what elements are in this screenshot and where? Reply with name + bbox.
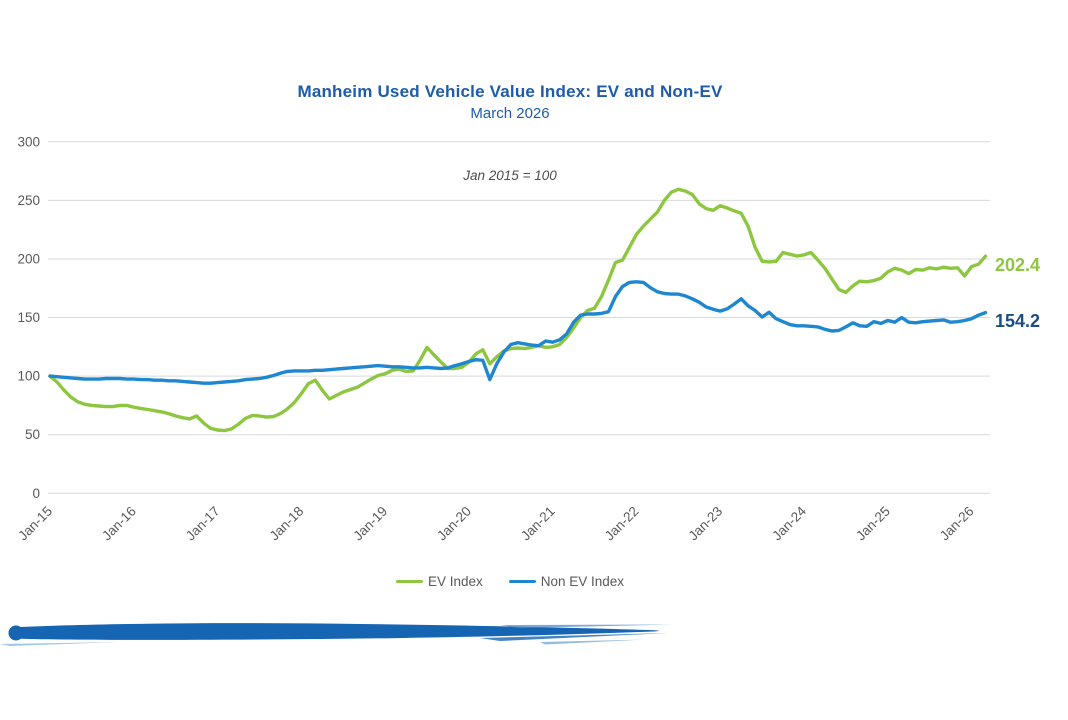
x-tick-label-Jan-16: Jan-16 [99,504,139,544]
y-tick-label-50: 50 [25,427,40,442]
x-tick-label-Jan-20: Jan-20 [434,504,474,544]
legend-label-ev: EV Index [427,574,483,589]
x-tick-label-Jan-18: Jan-18 [267,504,307,544]
y-tick-label-0: 0 [32,486,40,501]
x-tick-label-Jan-21: Jan-21 [518,504,558,544]
x-tick-label-Jan-15: Jan-15 [15,504,55,544]
chart-legend: EV Index Non EV Index [0,574,1020,589]
y-tick-label-200: 200 [17,251,40,266]
x-tick-label-Jan-22: Jan-22 [602,504,642,544]
y-tick-label-300: 300 [17,134,40,149]
x-tick-label-Jan-25: Jan-25 [853,504,893,544]
chart-subtitle: March 2026 [470,105,550,122]
chart-title: Manheim Used Vehicle Value Index: EV and… [297,82,723,101]
y-tick-label-150: 150 [17,310,40,325]
ev-index-end-value: 202.4 [995,255,1041,275]
legend-item-non-ev: Non EV Index [508,574,625,589]
legend-item-ev: EV Index [395,574,483,589]
y-tick-label-250: 250 [17,193,40,208]
x-tick-label-Jan-24: Jan-24 [769,503,809,543]
brush-stroke-graphic [0,623,672,646]
y-axis-tick-labels: 0 50 100 150 200 250 300 [17,134,40,501]
series-line-ev [48,187,988,433]
gridlines [48,141,990,494]
x-tick-label-Jan-19: Jan-19 [350,504,390,544]
base-period-annotation: Jan 2015 = 100 [463,168,557,183]
non-ev-index-end-value: 154.2 [995,311,1041,331]
series-line-non-ev [48,280,988,385]
footer: COX AUTOMOTIVE M Manheim by Cox Automoti… [0,600,1068,720]
x-tick-label-Jan-26: Jan-26 [937,504,977,544]
y-tick-label-100: 100 [17,369,40,384]
legend-label-non-ev: Non EV Index [540,574,625,589]
x-tick-label-Jan-17: Jan-17 [183,504,223,544]
series-lines [48,187,988,433]
ev-line-swatch [395,579,423,584]
non-ev-line-swatch [508,579,536,584]
x-tick-label-Jan-23: Jan-23 [686,504,726,544]
x-axis-tick-labels: Jan-15 Jan-16 Jan-17 Jan-18 Jan-19 Jan-20 Jan-… [15,503,976,543]
